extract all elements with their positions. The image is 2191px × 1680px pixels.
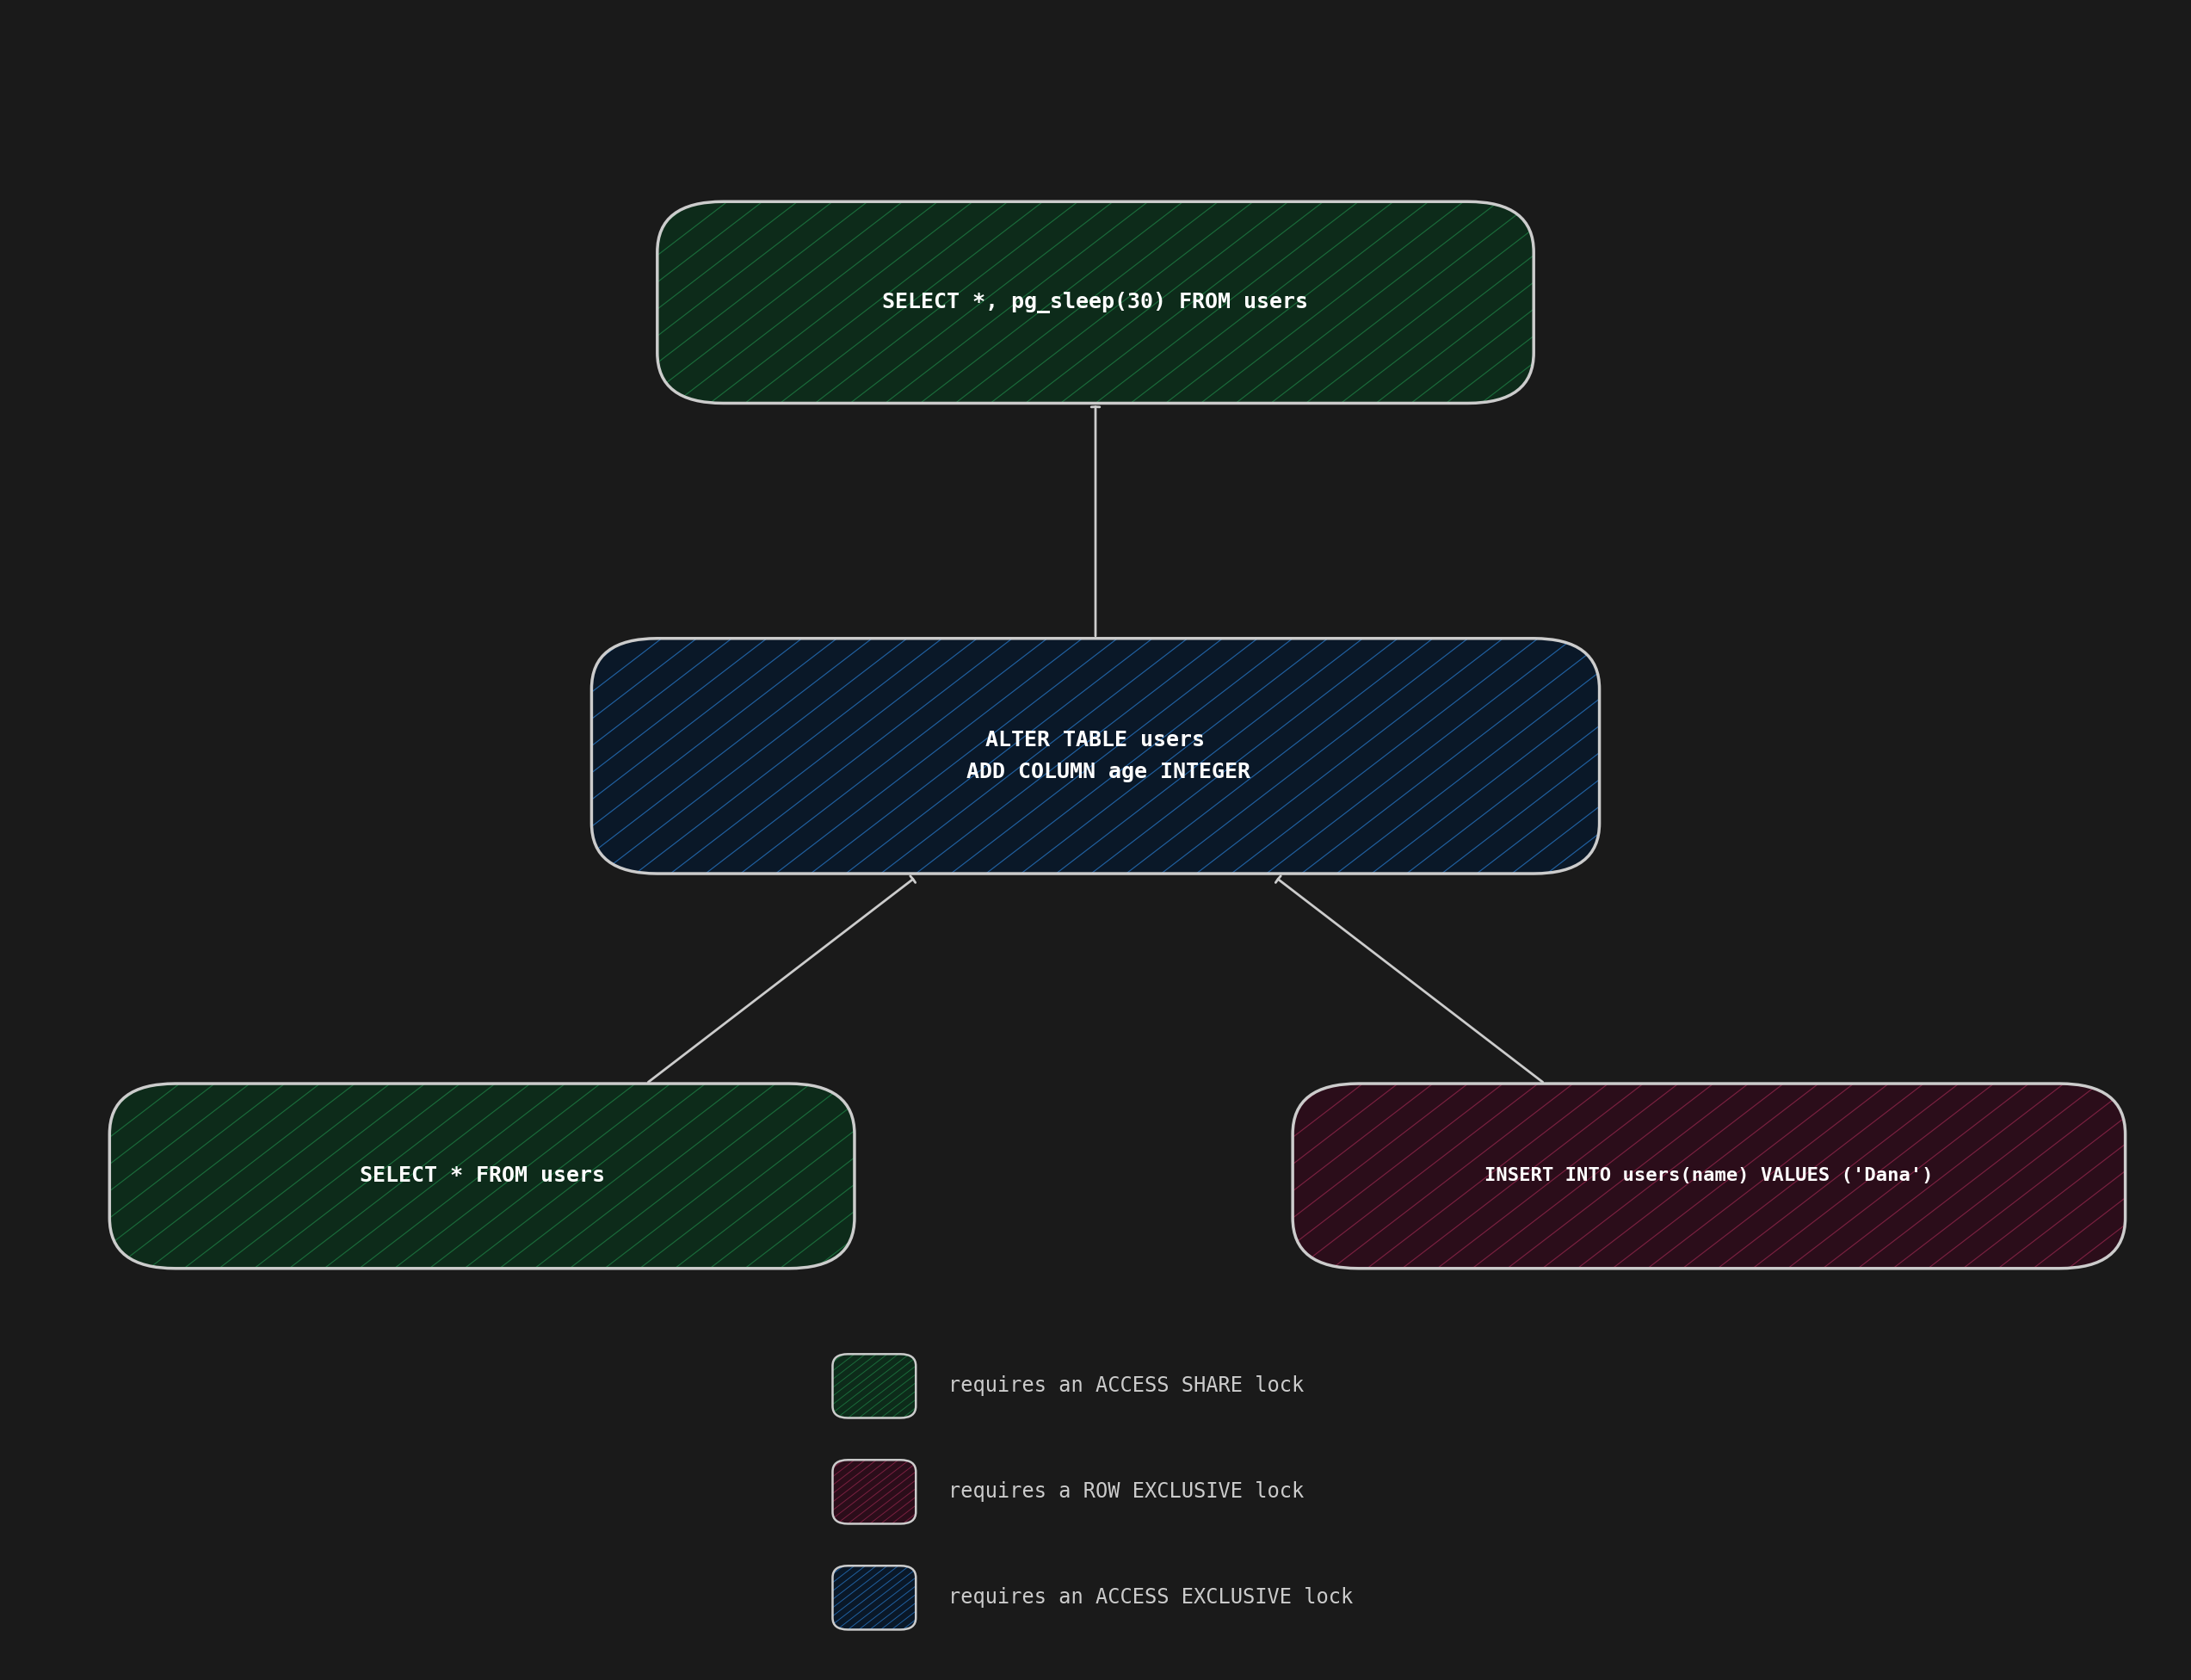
FancyBboxPatch shape	[110, 1084, 854, 1268]
FancyBboxPatch shape	[1293, 1084, 2125, 1268]
FancyBboxPatch shape	[833, 1354, 916, 1418]
FancyBboxPatch shape	[657, 202, 1534, 403]
Text: requires an ACCESS SHARE lock: requires an ACCESS SHARE lock	[949, 1376, 1304, 1396]
Text: INSERT INTO users(name) VALUES ('Dana'): INSERT INTO users(name) VALUES ('Dana')	[1485, 1168, 1932, 1184]
FancyBboxPatch shape	[833, 1566, 916, 1630]
Text: SELECT *, pg_sleep(30) FROM users: SELECT *, pg_sleep(30) FROM users	[883, 292, 1308, 312]
FancyBboxPatch shape	[833, 1460, 916, 1524]
Text: ALTER TABLE users
  ADD COLUMN age INTEGER: ALTER TABLE users ADD COLUMN age INTEGER	[940, 729, 1251, 783]
Text: requires a ROW EXCLUSIVE lock: requires a ROW EXCLUSIVE lock	[949, 1482, 1304, 1502]
Text: requires an ACCESS EXCLUSIVE lock: requires an ACCESS EXCLUSIVE lock	[949, 1588, 1354, 1608]
Text: SELECT * FROM users: SELECT * FROM users	[359, 1166, 605, 1186]
FancyBboxPatch shape	[592, 638, 1599, 874]
